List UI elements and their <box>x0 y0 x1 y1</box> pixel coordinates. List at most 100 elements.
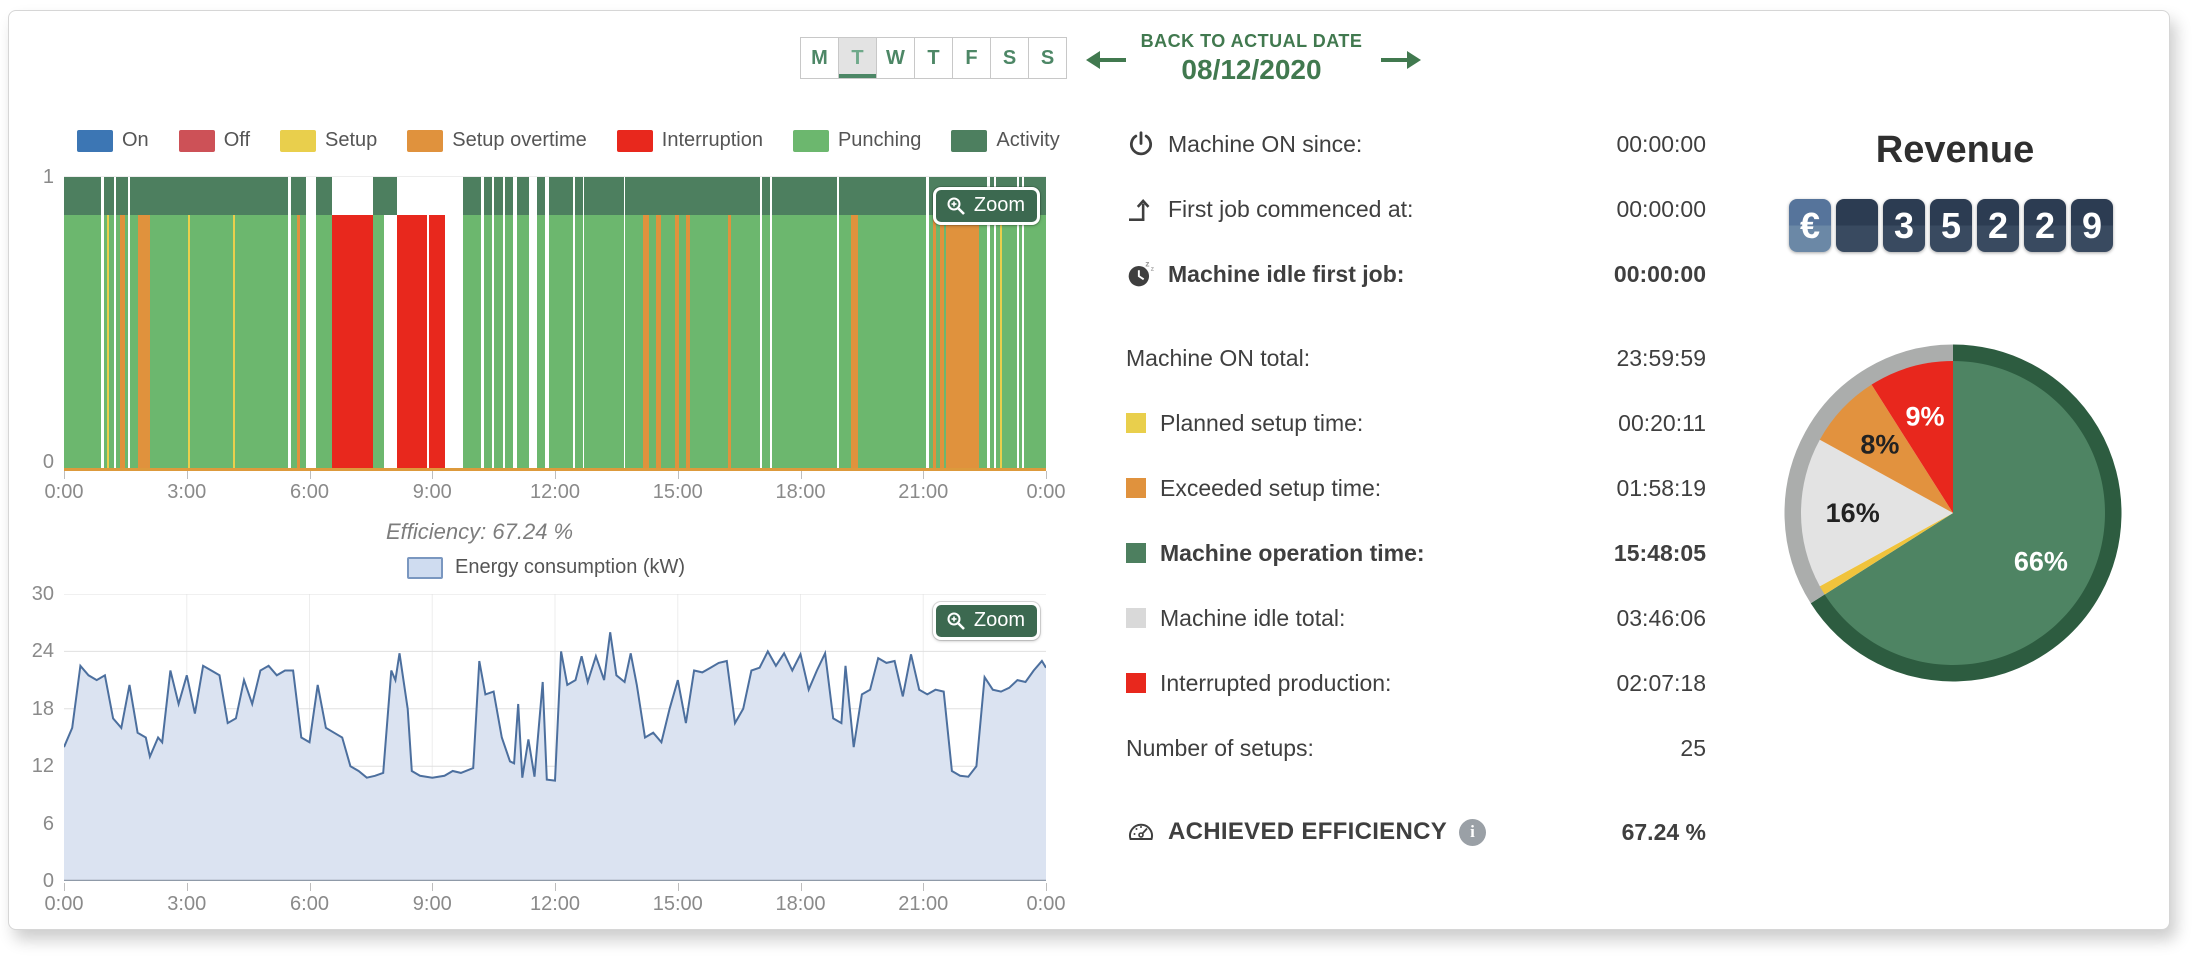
energy-x-tick <box>432 883 434 891</box>
timeline-segment-ovr <box>939 177 944 471</box>
weekday-3[interactable]: T <box>914 37 953 79</box>
stat-row-machine-operation-time: Machine operation time: 15:48:05 <box>1114 530 1706 576</box>
stat-value: 00:00:00 <box>1616 195 1706 222</box>
legend-item-punching[interactable]: Punching <box>792 129 921 152</box>
timeline-segment-pun <box>928 177 934 471</box>
stat-row-machine-on-since: Machine ON since: 00:00:00 <box>1114 121 1706 167</box>
timeline-chart: Zoom <box>64 176 1046 471</box>
stat-color-swatch <box>1126 413 1146 433</box>
timeline-segment-pun <box>517 177 529 471</box>
stat-label: Interrupted production: <box>1160 669 1392 696</box>
stat-color-swatch <box>1126 543 1146 563</box>
timeline-segment-pun <box>772 177 837 471</box>
stat-color-swatch <box>1126 478 1146 498</box>
stat-label: Machine ON total: <box>1126 344 1311 371</box>
legend-item-off[interactable]: Off <box>178 129 250 152</box>
power-icon <box>1126 129 1156 159</box>
legend-item-setup-overtime[interactable]: Setup overtime <box>407 129 587 152</box>
timeline-segment-wht <box>127 177 131 471</box>
stat-value: 67.24 % <box>1621 818 1706 845</box>
timeline-segment-pun <box>989 177 995 471</box>
energy-x-tick-label: 6:00 <box>290 893 329 915</box>
legend-item-setup[interactable]: Setup <box>280 129 377 152</box>
timeline-x-tick <box>800 471 802 479</box>
date-navigator[interactable]: BACK TO ACTUAL DATE 08/12/2020 <box>1134 31 1369 86</box>
timeline-segment-pun <box>943 177 947 471</box>
timeline-segment-ovr <box>946 177 979 471</box>
timeline-zoom-button[interactable]: Zoom <box>932 187 1040 225</box>
timeline-segment-wht <box>288 177 291 471</box>
timeline-segment-pun <box>109 177 114 471</box>
digit-tile: 2 <box>1977 199 2019 252</box>
weekday-1-selected[interactable]: T <box>838 37 877 79</box>
previous-day-arrow[interactable] <box>1084 45 1130 75</box>
legend-swatch <box>616 129 653 152</box>
timeline-segment-ovr <box>685 177 690 471</box>
gauge-icon <box>1126 817 1156 847</box>
timeline-segment-pun <box>235 177 289 471</box>
energy-x-tick <box>309 883 311 891</box>
timeline-segment-pun <box>536 177 546 471</box>
timeline-segment-pun <box>857 177 926 471</box>
legend-label: Setup <box>325 129 378 151</box>
energy-x-tick-label: 0:00 <box>44 893 84 915</box>
digit-tile: 9 <box>2071 199 2113 252</box>
back-to-actual-date-label[interactable]: BACK TO ACTUAL DATE <box>1140 31 1363 51</box>
legend-swatch <box>178 129 215 152</box>
energy-x-tick-label: 21:00 <box>898 893 949 915</box>
timeline-segment-pun <box>625 177 643 471</box>
timeline-segment-wht <box>987 177 990 471</box>
legend-swatch <box>77 129 113 152</box>
timeline-segment-ovr <box>933 177 937 471</box>
digit-tile-blank <box>1836 199 1878 252</box>
weekday-2[interactable]: W <box>876 37 915 79</box>
timeline-segment-pun <box>190 177 233 471</box>
stat-row-achieved-efficiency: ACHIEVED EFFICIENCY i 67.24 % <box>1114 809 1706 855</box>
timeline-segment-pun <box>690 177 728 471</box>
magnifier-plus-icon <box>947 612 965 630</box>
timeline-segment-pun <box>494 177 503 471</box>
timeline-segment-wht <box>528 177 537 471</box>
stat-row-first-job-commenced-at: First job commenced at: 00:00:00 <box>1114 186 1706 232</box>
stat-value: 01:58:19 <box>1616 474 1706 501</box>
timeline-segment-ovr <box>120 177 125 471</box>
energy-x-tick-label: 0:00 <box>1026 893 1066 915</box>
timeline-segment-pun <box>300 177 307 471</box>
energy-y-tick-label: 18 <box>31 697 54 720</box>
pie-slice-8% <box>1819 384 1953 513</box>
magnifier-plus-icon <box>947 197 965 215</box>
energy-legend[interactable]: Energy consumption (kW) <box>407 556 685 579</box>
legend-swatch <box>951 129 988 152</box>
timeline-zoom-label: Zoom <box>973 194 1025 216</box>
stat-color-swatch <box>1126 608 1146 628</box>
next-day-arrow[interactable] <box>1377 45 1423 75</box>
legend-item-activity[interactable]: Activity <box>951 129 1060 152</box>
weekday-0[interactable]: M <box>800 37 839 79</box>
timeline-segment-pun <box>730 177 760 471</box>
weekday-5[interactable]: S <box>990 37 1029 79</box>
timeline-segment-wht <box>836 177 839 471</box>
energy-zoom-button[interactable]: Zoom <box>932 602 1040 640</box>
timeline-segment-pun <box>124 177 128 471</box>
timeline-x-tick <box>64 471 65 479</box>
legend-item-on[interactable]: On <box>77 129 149 152</box>
timeline-segment-pun <box>761 177 771 471</box>
stat-row-planned-setup-time: Planned setup time: 00:20:11 <box>1114 400 1706 446</box>
svg-text:z: z <box>1151 266 1155 273</box>
pie-slice-sliver <box>1819 513 1953 595</box>
timeline-x-tick <box>1046 471 1047 479</box>
stat-row-machine-idle-total: Machine idle total: 03:46:06 <box>1114 595 1706 641</box>
timeline-segment-wht <box>994 177 997 471</box>
timeline-segment-set <box>187 177 191 471</box>
timeline-segment-set <box>232 177 236 471</box>
legend-label: Interruption <box>661 129 763 151</box>
weekday-4[interactable]: F <box>952 37 991 79</box>
info-icon[interactable]: i <box>1459 818 1487 846</box>
weekday-6[interactable]: S <box>1028 37 1067 79</box>
timeline-x-tick <box>923 471 925 479</box>
legend-item-interruption[interactable]: Interruption <box>616 129 763 152</box>
energy-area <box>64 632 1046 881</box>
timeline-segment-wht <box>1016 177 1019 471</box>
revenue-title: Revenue <box>1875 129 2035 171</box>
